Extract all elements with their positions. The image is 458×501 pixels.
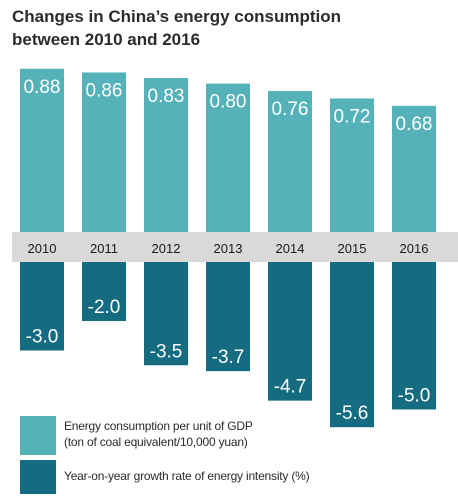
year-tick-label-2015: 2015 xyxy=(338,241,367,256)
energy-consumption-bars: 0.88 0.86 0.83 0.80 0.76 0.72 0.68 xyxy=(20,68,436,233)
growth-value-label-2011: -2.0 xyxy=(88,297,121,318)
legend-label-growth-line1: Year-on-year growth rate of energy inten… xyxy=(64,469,310,483)
energy-bar-2012 xyxy=(144,78,188,232)
energy-value-label-2010: 0.88 xyxy=(24,77,61,98)
energy-bar-2016 xyxy=(392,105,436,232)
energy-bar-2013 xyxy=(206,83,250,232)
growth-value-label-2014: -4.7 xyxy=(274,377,307,398)
year-tick-label-2014: 2014 xyxy=(276,241,305,256)
growth-value-label-2010: -3.0 xyxy=(26,327,59,348)
energy-bar-2014 xyxy=(268,91,312,233)
growth-rate-bars: -3.0 -2.0 -3.5 -3.7 -4.7 -5.6 -5.0 xyxy=(20,262,436,428)
energy-value-label-2012: 0.83 xyxy=(148,86,185,107)
year-tick-label-2013: 2013 xyxy=(214,241,243,256)
legend-label-energy-line2: (ton of coal equivalent/10,000 yuan) xyxy=(64,435,248,449)
legend-label-energy-consumption: Energy consumption per unit of GDP (ton … xyxy=(64,418,324,450)
energy-value-label-2011: 0.86 xyxy=(86,80,123,101)
chart-title: Changes in China’s energy consumption be… xyxy=(12,5,452,51)
year-tick-labels: 2010 2011 2012 2013 2014 2015 2016 xyxy=(28,241,429,256)
energy-bar-2015 xyxy=(330,98,374,232)
energy-value-label-2014: 0.76 xyxy=(272,99,309,120)
growth-value-label-2012: -3.5 xyxy=(150,341,183,362)
growth-value-label-2015: -5.6 xyxy=(336,403,369,424)
chart-title-line2: between 2010 and 2016 xyxy=(12,30,201,49)
growth-bar-2010 xyxy=(20,262,64,351)
growth-value-label-2013: -3.7 xyxy=(212,347,245,368)
chart-title-line1: Changes in China’s energy consumption xyxy=(12,7,342,26)
legend-label-growth-rate: Year-on-year growth rate of energy inten… xyxy=(64,468,324,484)
growth-bar-2015 xyxy=(330,262,374,428)
growth-bar-2012 xyxy=(144,262,188,366)
growth-bar-2014 xyxy=(268,262,312,401)
energy-bar-2011 xyxy=(82,72,126,232)
growth-value-label-2016: -5.0 xyxy=(398,386,431,407)
year-tick-label-2011: 2011 xyxy=(90,241,118,256)
energy-value-label-2013: 0.80 xyxy=(210,92,247,113)
legend-swatch-growth-rate xyxy=(20,460,56,494)
year-tick-label-2010: 2010 xyxy=(28,241,57,256)
energy-bar-2010 xyxy=(20,68,64,232)
growth-bar-2013 xyxy=(206,262,250,372)
growth-bar-2016 xyxy=(392,262,436,410)
legend-label-energy-line1: Energy consumption per unit of GDP xyxy=(64,419,253,433)
energy-value-label-2015: 0.72 xyxy=(334,106,371,127)
year-axis-band xyxy=(12,232,458,262)
growth-bar-2011 xyxy=(82,262,126,321)
year-tick-label-2012: 2012 xyxy=(152,241,181,256)
energy-value-label-2016: 0.68 xyxy=(396,114,433,135)
year-tick-label-2016: 2016 xyxy=(400,241,429,256)
legend-swatch-energy-consumption xyxy=(20,416,56,455)
